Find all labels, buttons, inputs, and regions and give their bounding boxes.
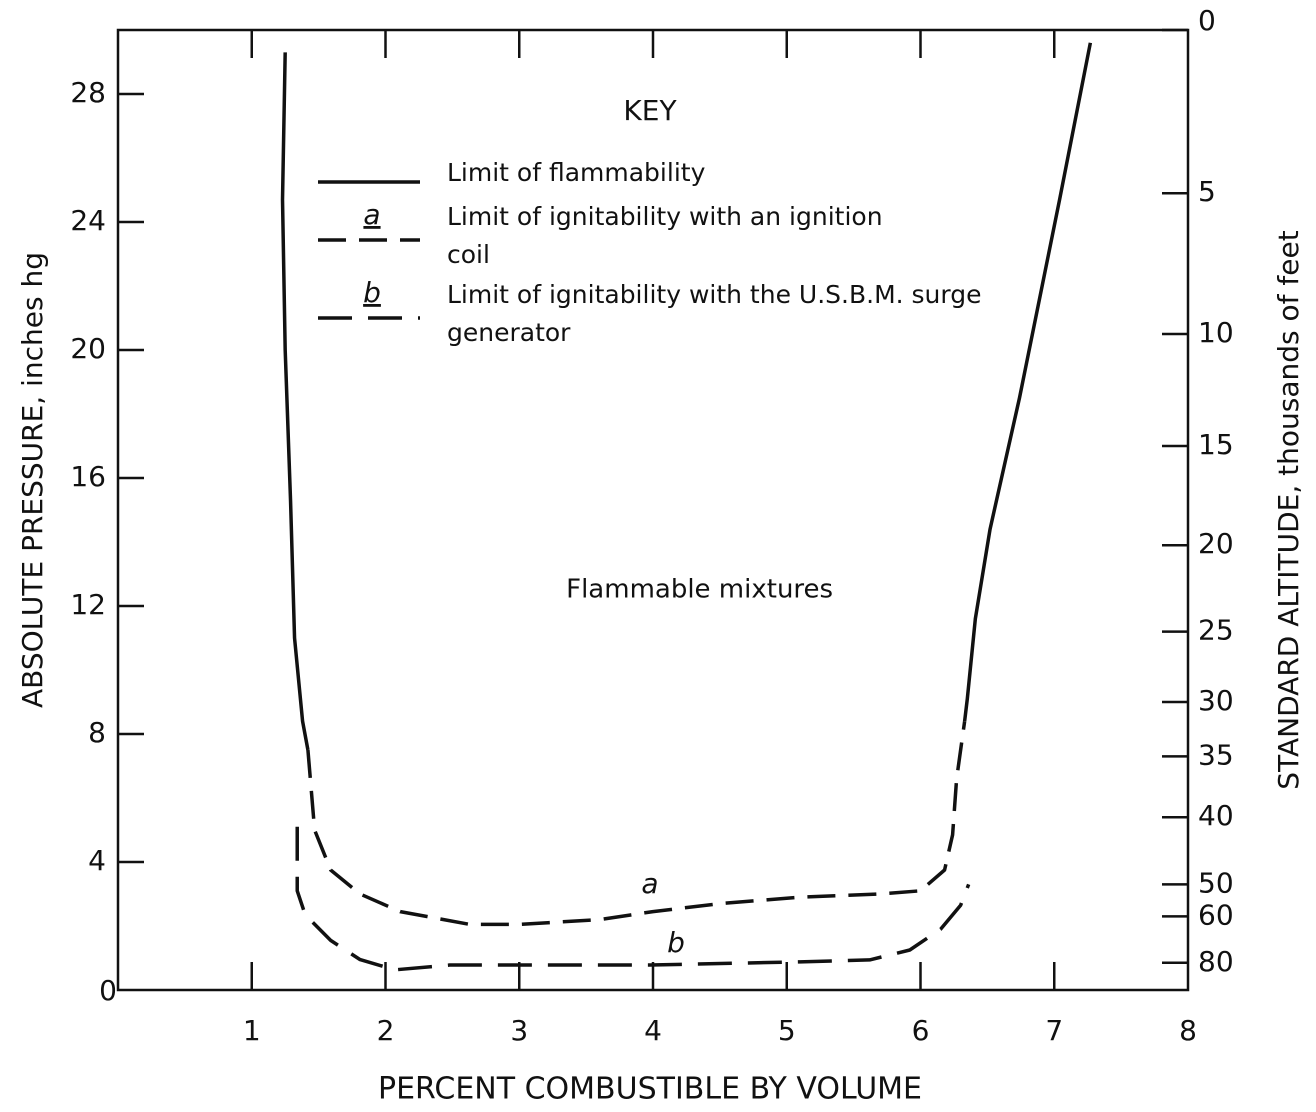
series-line	[295, 826, 971, 972]
y2-tick-label: 25	[1198, 614, 1234, 647]
x-tick-label: 3	[510, 1014, 528, 1047]
y2-tick-label: 40	[1198, 799, 1234, 832]
legend-entry: Limit of ignitability with an ignition c…	[447, 202, 883, 269]
y-tick-label: 12	[70, 588, 106, 621]
y2-tick-label: 60	[1198, 898, 1234, 931]
y2-axis-label: STANDARD ALTITUDE, thousands of feet	[1272, 230, 1305, 789]
y-axis-label: ABSOLUTE PRESSURE, inches hg	[16, 252, 49, 708]
curve-label: b	[667, 926, 685, 959]
y2-tick-label: 5	[1198, 175, 1216, 208]
x-tick-label: 6	[912, 1014, 930, 1047]
y-tick-label: 24	[70, 204, 106, 237]
x-tick-label: 0	[99, 974, 117, 1007]
curve-label: a	[641, 867, 658, 900]
series-line	[306, 720, 967, 927]
x-tick-label: 1	[243, 1014, 261, 1047]
y-tick-label: 4	[88, 844, 106, 877]
legend-series-label: a	[363, 198, 380, 231]
x-tick-label: 2	[377, 1014, 395, 1047]
y-tick-label: 20	[70, 332, 106, 365]
y2-tick-label: 10	[1198, 316, 1234, 349]
x-tick-label: 7	[1045, 1014, 1063, 1047]
y2-tick-label: 20	[1198, 527, 1234, 560]
y2-tick-label: 0	[1198, 4, 1216, 37]
y2-tick-label: 35	[1198, 738, 1234, 771]
y2-tick-label: 30	[1198, 684, 1234, 717]
legend-series-label: b	[363, 276, 381, 309]
x-axis-label: PERCENT COMBUSTIBLE BY VOLUME	[378, 1072, 922, 1107]
x-tick-label: 5	[778, 1014, 796, 1047]
y-tick-label: 28	[70, 76, 106, 109]
y2-tick-label: 15	[1198, 428, 1234, 461]
x-tick-label: 4	[644, 1014, 662, 1047]
x-tick-label: 8	[1179, 1014, 1197, 1047]
y-tick-label: 16	[70, 460, 106, 493]
series-line	[280, 42, 1093, 751]
legend-entry: Limit of ignitability with the U.S.B.M. …	[447, 280, 982, 347]
y2-tick-label: 80	[1198, 945, 1234, 978]
legend-entry: Limit of flammability	[447, 158, 706, 187]
legend-title: KEY	[623, 94, 677, 127]
y2-tick-label: 50	[1198, 866, 1234, 899]
y-tick-label: 8	[88, 716, 106, 749]
annotation: Flammable mixtures	[566, 575, 833, 605]
